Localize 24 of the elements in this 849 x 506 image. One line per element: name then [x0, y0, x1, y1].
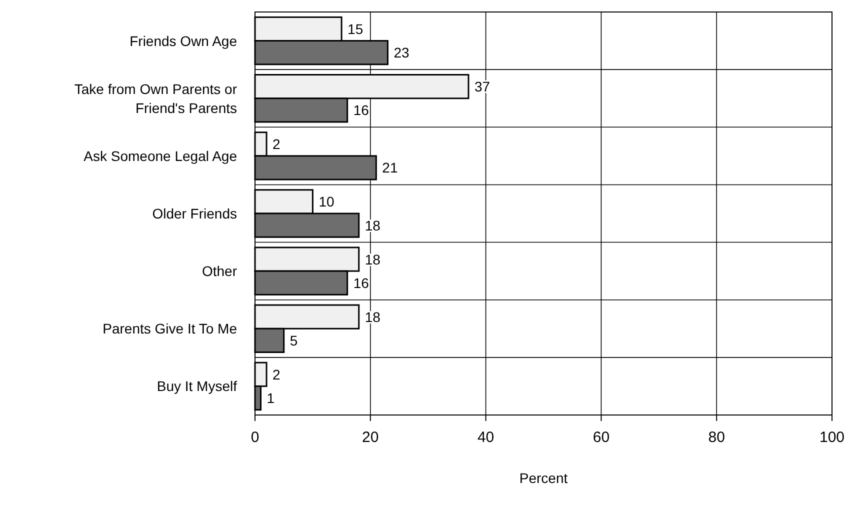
data-label: 23: [394, 44, 410, 61]
data-label: 21: [382, 160, 398, 176]
x-tick-label: 20: [362, 429, 379, 446]
data-label: 10: [318, 194, 334, 210]
y-tick-label: Take from Own Parents or Friend's Parents: [74, 80, 238, 116]
y-tick-label: Buy It Myself: [156, 378, 238, 394]
x-tick-label: 60: [592, 429, 610, 446]
y-tick-label: Parents Give It To Me: [102, 320, 238, 337]
data-label: 2: [272, 366, 281, 382]
y-tick-label: Friends Own Age: [130, 32, 238, 49]
x-tick-label: 80: [708, 429, 725, 446]
data-label: 16: [353, 274, 370, 291]
y-tick-label: Other: [202, 263, 238, 280]
data-label: 15: [348, 20, 364, 37]
data-label: 2: [272, 136, 281, 152]
x-tick-label: 100: [819, 429, 845, 446]
y-tick-label: Older Friends: [152, 206, 237, 222]
x-tick-label: 40: [477, 429, 494, 446]
y-tick-label: Ask Someone Legal Age: [84, 148, 238, 164]
data-label: 5: [290, 332, 298, 348]
data-label: 1: [266, 390, 275, 406]
data-label: 16: [353, 102, 370, 118]
x-tick-label: 0: [250, 429, 260, 446]
x-axis-title: Percent: [519, 470, 568, 486]
